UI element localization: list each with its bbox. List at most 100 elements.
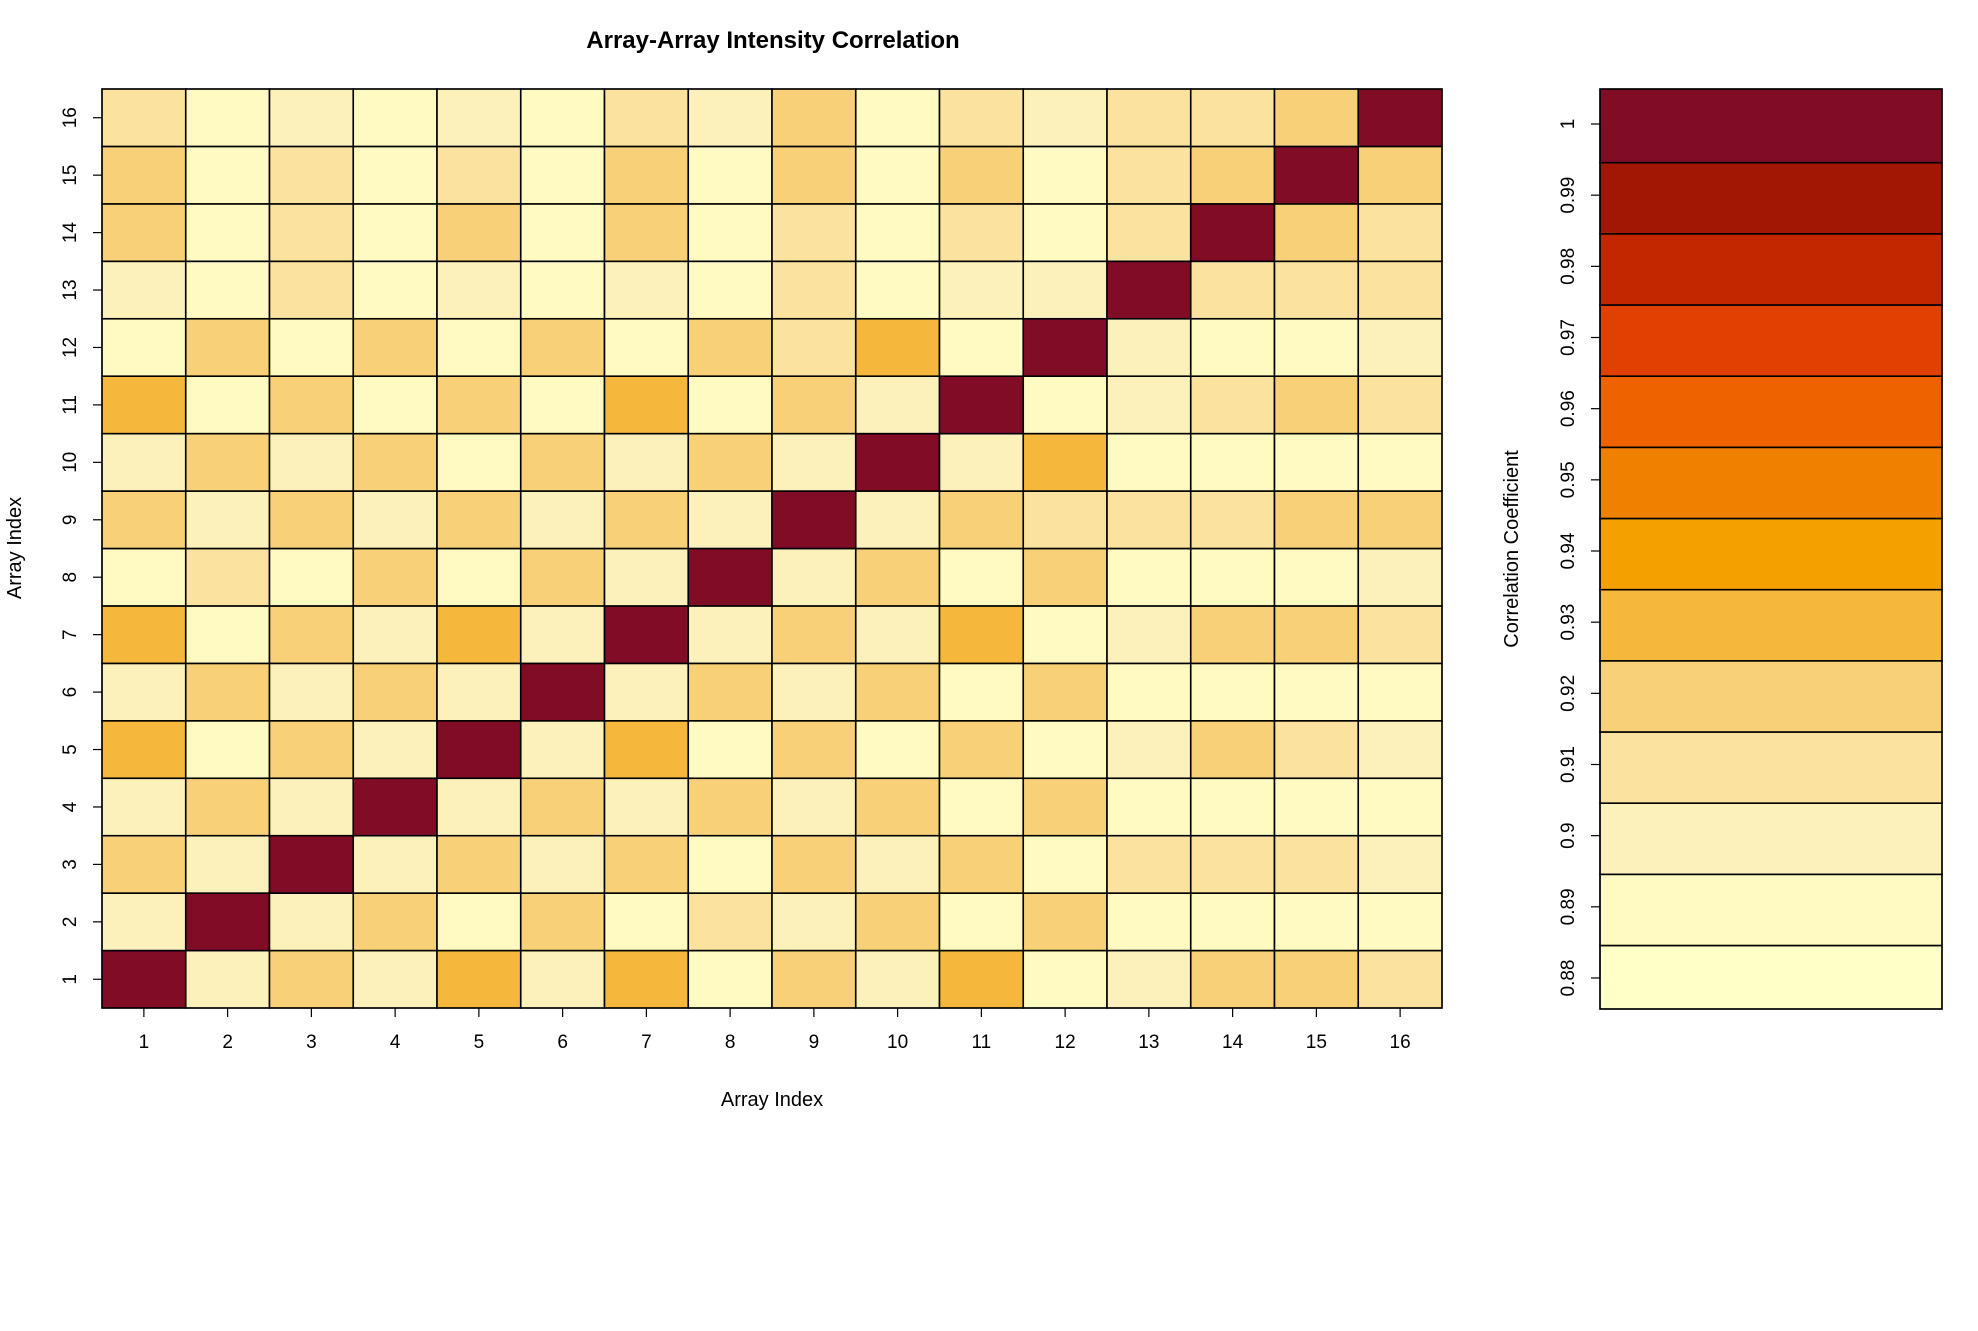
colorbar-label: Correlation Coefficient: [1501, 450, 1523, 648]
heatmap-cell-r1-c16: [1357, 949, 1443, 1009]
x-tick-label: 4: [390, 1032, 401, 1053]
heatmap-cell-r7-c2: [184, 605, 271, 665]
heatmap-cell-r8-c10: [854, 547, 941, 607]
heatmap-cell-r15-c6: [519, 145, 606, 205]
heatmap-cell-r3-c12: [1022, 834, 1108, 894]
heatmap-cell-r16-c9: [771, 88, 857, 148]
heatmap-cell-r12-c13: [1106, 317, 1192, 377]
heatmap-cell-r10-c10: [854, 432, 941, 492]
heatmap-cell-r2-c14: [1189, 892, 1276, 952]
heatmap-cell-r5-c16: [1357, 720, 1443, 780]
heatmap-cell-r7-c6: [519, 605, 606, 665]
heatmap-cell-r3-c4: [352, 834, 438, 894]
colorbar-segment-0.96: [1599, 375, 1943, 449]
heatmap-cell-r13-c14: [1189, 260, 1276, 320]
heatmap-cell-r3-c5: [436, 834, 522, 894]
heatmap-cell-r12-c2: [184, 317, 271, 377]
heatmap-cell-r3-c6: [519, 834, 606, 894]
heatmap-cell-r3-c7: [603, 834, 690, 894]
heatmap-cell-r1-c2: [184, 949, 271, 1009]
colorbar-tick-label: 0.93: [1558, 604, 1579, 641]
heatmap-cell-r9-c8: [687, 490, 773, 550]
heatmap-cell-r16-c14: [1189, 88, 1276, 148]
heatmap-cell-r5-c1: [101, 720, 187, 780]
heatmap-cell-r11-c11: [938, 375, 1025, 435]
heatmap-cell-r2-c12: [1022, 892, 1108, 952]
heatmap-cell-r7-c10: [854, 605, 941, 665]
heatmap-cell-r9-c10: [854, 490, 941, 550]
x-tick-label: 9: [809, 1032, 820, 1053]
heatmap-cell-r9-c3: [268, 490, 355, 550]
heatmap-cell-r6-c16: [1357, 662, 1443, 722]
heatmap-cell-r7-c5: [436, 605, 522, 665]
heatmap-cell-r13-c12: [1022, 260, 1108, 320]
heatmap-cell-r15-c12: [1022, 145, 1108, 205]
heatmap-cell-r16-c15: [1273, 88, 1360, 148]
heatmap-cell-r7-c12: [1022, 605, 1108, 665]
y-tick-label: 7: [60, 629, 81, 640]
y-tick-label: 10: [60, 452, 81, 473]
colorbar-tick-label: 0.95: [1558, 461, 1579, 498]
heatmap-cell-r1-c8: [687, 949, 773, 1009]
heatmap-cell-r15-c5: [436, 145, 522, 205]
x-axis-label: Array Index: [721, 1089, 823, 1111]
y-tick-label: 4: [60, 801, 81, 812]
heatmap-cell-r13-c13: [1106, 260, 1192, 320]
heatmap-cell-r13-c2: [184, 260, 271, 320]
heatmap-cell-r14-c9: [771, 203, 857, 263]
heatmap-cell-r12-c6: [519, 317, 606, 377]
heatmap-cell-r4-c14: [1189, 777, 1276, 837]
heatmap-cell-r14-c10: [854, 203, 941, 263]
heatmap-cell-r6-c9: [771, 662, 857, 722]
heatmap-cell-r3-c3: [268, 834, 355, 894]
heatmap-cell-r9-c15: [1273, 490, 1360, 550]
x-tick-label: 15: [1306, 1032, 1327, 1053]
heatmap-cell-r10-c14: [1189, 432, 1276, 492]
colorbar-tick-label: 0.98: [1558, 248, 1579, 285]
heatmap-cell-r6-c8: [687, 662, 773, 722]
heatmap-cell-r7-c3: [268, 605, 355, 665]
heatmap-cell-r11-c14: [1189, 375, 1276, 435]
heatmap-cell-r1-c13: [1106, 949, 1192, 1009]
heatmap-cell-r6-c10: [854, 662, 941, 722]
colorbar-segment-0.89: [1599, 873, 1943, 947]
heatmap-cell-r3-c1: [101, 834, 187, 894]
heatmap-cell-r13-c1: [101, 260, 187, 320]
heatmap-cell-r16-c12: [1022, 88, 1108, 148]
heatmap-cell-r8-c8: [687, 547, 773, 607]
heatmap-cell-r5-c12: [1022, 720, 1108, 780]
heatmap-cell-r3-c15: [1273, 834, 1360, 894]
chart-title: Array-Array Intensity Correlation: [586, 27, 959, 54]
y-tick-label: 15: [60, 165, 81, 186]
heatmap-cell-r9-c12: [1022, 490, 1108, 550]
heatmap-cell-r14-c4: [352, 203, 438, 263]
heatmap-cell-r9-c7: [603, 490, 690, 550]
colorbar-tick-label: 0.88: [1558, 960, 1579, 997]
heatmap-cell-r12-c1: [101, 317, 187, 377]
colorbar-tick-label: 1: [1558, 119, 1579, 130]
plot-frame: [101, 88, 1443, 1009]
colorbar-legend: [1599, 88, 1943, 1010]
heatmap-cell-r1-c14: [1189, 949, 1276, 1009]
colorbar-tick-label: 0.89: [1558, 888, 1579, 925]
heatmap-cell-r5-c15: [1273, 720, 1360, 780]
heatmap-cell-r4-c16: [1357, 777, 1443, 837]
heatmap-cell-r4-c8: [687, 777, 773, 837]
heatmap-cell-r13-c16: [1357, 260, 1443, 320]
heatmap-cell-r16-c4: [352, 88, 438, 148]
heatmap-cell-r15-c2: [184, 145, 271, 205]
heatmap-cell-r8-c12: [1022, 547, 1108, 607]
heatmap-cell-r16-c3: [268, 88, 355, 148]
heatmap-cell-r2-c2: [184, 892, 271, 952]
x-tick-label: 13: [1138, 1032, 1159, 1053]
heatmap-cell-r3-c9: [771, 834, 857, 894]
heatmap-cell-r3-c8: [687, 834, 773, 894]
heatmap-cell-r2-c6: [519, 892, 606, 952]
heatmap-cell-r3-c2: [184, 834, 271, 894]
heatmap-cell-r7-c15: [1273, 605, 1360, 665]
heatmap-cell-r1-c3: [268, 949, 355, 1009]
heatmap-cell-r13-c5: [436, 260, 522, 320]
heatmap-cell-r9-c13: [1106, 490, 1192, 550]
heatmap-cell-r5-c14: [1189, 720, 1276, 780]
